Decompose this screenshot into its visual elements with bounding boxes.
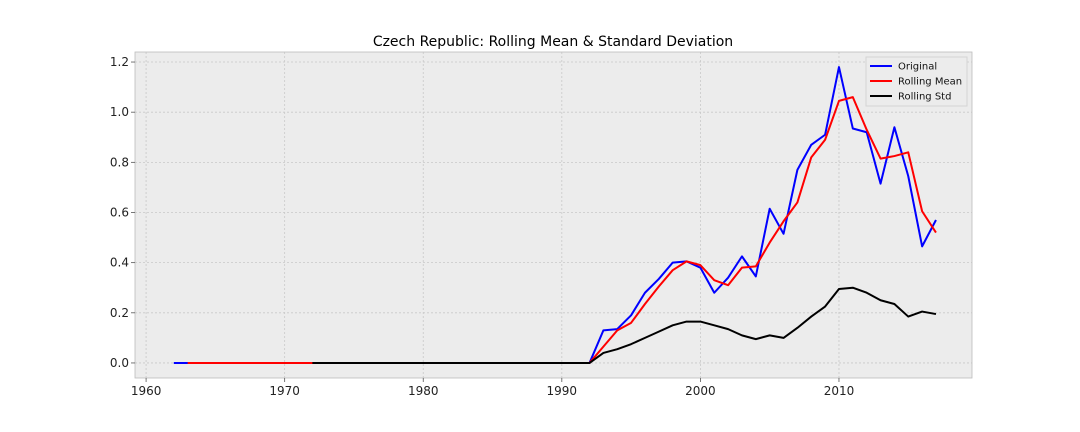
x-tick-label: 1980	[408, 384, 439, 398]
y-tick-label: 0.6	[110, 205, 129, 219]
tick-labels: 1960 1970 1980 1990 2000 2010 0.0 0.2 0.4 0.6 0.8 1…	[110, 55, 854, 398]
legend-label-rolling-mean: Rolling Mean	[898, 77, 962, 88]
axes-border	[134, 51, 973, 379]
y-tick-label: 1.2	[110, 55, 129, 69]
series-line-rolling-std	[312, 286, 937, 364]
legend: Original Rolling Mean Rolling Std	[865, 56, 968, 107]
x-tick-label: 2010	[824, 384, 855, 398]
y-tick-label: 1.0	[110, 105, 129, 119]
y-tick-label: 0.8	[110, 155, 129, 169]
series-layer	[173, 66, 937, 364]
y-tick-label: 0.2	[110, 306, 129, 320]
legend-label-original: Original	[898, 62, 937, 73]
legend-label-rolling-std: Rolling Std	[898, 92, 951, 103]
x-tick-label: 1970	[269, 384, 300, 398]
plot-area	[135, 52, 972, 378]
y-tick-label: 0.0	[110, 356, 129, 370]
x-tick-label: 1990	[547, 384, 578, 398]
grid	[135, 52, 972, 378]
x-tick-label: 1960	[131, 384, 162, 398]
chart-title: Czech Republic: Rolling Mean & Standard …	[373, 34, 733, 50]
x-tick-label: 2000	[685, 384, 716, 398]
y-tick-label: 0.4	[110, 256, 129, 270]
axes-frame	[134, 51, 973, 379]
